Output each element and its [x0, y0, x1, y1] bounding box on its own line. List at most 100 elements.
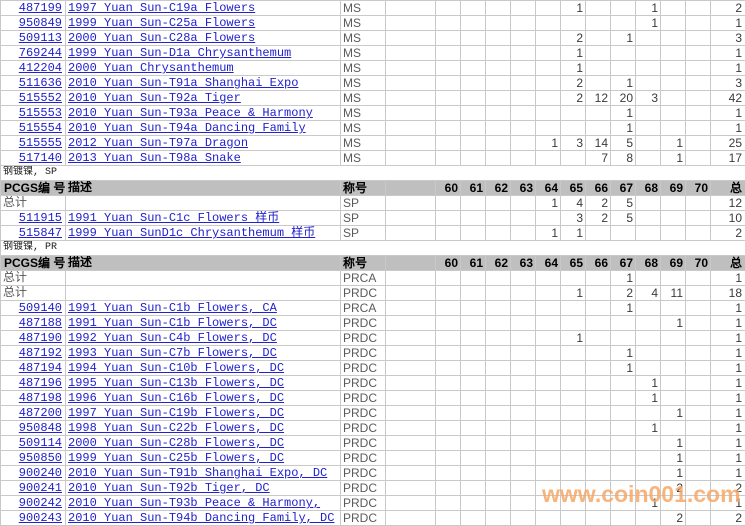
pcgs-id-link[interactable]: 517140 — [18, 151, 62, 165]
pcgs-id-link[interactable]: 487196 — [18, 376, 62, 390]
description-link[interactable]: 2010 Yuan Sun-T93a Peace & Harmony — [68, 106, 313, 120]
grade-cell-61 — [460, 210, 486, 226]
pcgs-id-link[interactable]: 509114 — [18, 436, 62, 450]
pcgs-id-link[interactable]: 900243 — [18, 511, 62, 525]
description-link[interactable]: 2000 Yuan Sun-C28b Flowers, DC — [68, 436, 285, 450]
spacer-cell — [385, 30, 436, 46]
grade-cell-67 — [610, 495, 636, 511]
grade-cell-61 — [460, 420, 486, 436]
grade-cell-68 — [635, 30, 661, 46]
pcgs-id-link[interactable]: 487199 — [18, 1, 62, 15]
grade-cell-60 — [435, 120, 461, 136]
grade-cell-65 — [560, 120, 586, 136]
pcgs-id-link[interactable]: 487192 — [18, 346, 62, 360]
col-header-grade-65: 65 — [560, 180, 586, 196]
spacer-cell — [385, 15, 436, 31]
pcgs-id-link[interactable]: 515552 — [18, 91, 62, 105]
description-link[interactable]: 2000 Yuan Chrysanthemum — [68, 61, 234, 75]
spacer-cell — [385, 120, 436, 136]
description-link[interactable]: 1994 Yuan Sun-C10b Flowers, DC — [68, 361, 285, 375]
pcgs-id-link[interactable]: 509113 — [18, 31, 62, 45]
description-link[interactable]: 1999 Yuan SunD1c Chrysanthemum 样币 — [68, 226, 316, 240]
pcgs-id-link[interactable]: 515847 — [18, 226, 62, 240]
pcgs-id-link[interactable]: 487198 — [18, 391, 62, 405]
grade-cell-65 — [560, 510, 586, 526]
description-link[interactable]: 1992 Yuan Sun-C4b Flowers, DC — [68, 331, 277, 345]
pcgs-id-link[interactable]: 769244 — [18, 46, 62, 60]
pcgs-id-link[interactable]: 487194 — [18, 361, 62, 375]
description-cell: 2000 Yuan Sun-C28a Flowers — [65, 30, 341, 46]
description-link[interactable]: 1993 Yuan Sun-C7b Flowers, DC — [68, 346, 277, 360]
grade-cell-60 — [435, 60, 461, 76]
description-link[interactable]: 1996 Yuan Sun-C16b Flowers, DC — [68, 391, 285, 405]
description-link[interactable]: 2012 Yuan Sun-T97a Dragon — [68, 136, 249, 150]
pcgs-id-cell: 950849 — [0, 15, 66, 31]
grade-cell-66 — [585, 420, 611, 436]
grade-cell-69 — [660, 345, 686, 361]
grade-cell-60 — [435, 375, 461, 391]
description-link[interactable]: 2010 Yuan Sun-T94b Dancing Family, DC — [68, 511, 335, 525]
description-cell: 1999 Yuan SunD1c Chrysanthemum 样币 — [65, 225, 341, 241]
col-header-grade-64: 64 — [535, 255, 561, 271]
pcgs-id-link[interactable]: 900240 — [18, 466, 62, 480]
pcgs-id-link[interactable]: 950849 — [18, 16, 62, 30]
grade-cell-68 — [635, 510, 661, 526]
pcgs-id-link[interactable]: 511915 — [18, 211, 62, 225]
total-cell: 2 — [710, 510, 745, 526]
designation-cell: SP — [340, 195, 386, 211]
pcgs-id-link[interactable]: 509140 — [18, 301, 62, 315]
pcgs-id-link[interactable]: 950848 — [18, 421, 62, 435]
pcgs-id-link[interactable]: 900241 — [18, 481, 62, 495]
grand-total-label: 总计 — [0, 195, 66, 211]
description-link[interactable]: 2010 Yuan Sun-T92a Tiger — [68, 91, 241, 105]
grade-cell-66 — [585, 285, 611, 301]
pcgs-id-link[interactable]: 412204 — [18, 61, 62, 75]
grade-cell-66 — [585, 435, 611, 451]
pcgs-id-cell: 900240 — [0, 465, 66, 481]
spacer-cell — [385, 210, 436, 226]
description-link[interactable]: 1991 Yuan Sun-C1b Flowers, DC — [68, 316, 277, 330]
pcgs-id-link[interactable]: 515553 — [18, 106, 62, 120]
grade-cell-61 — [460, 360, 486, 376]
pcgs-id-link[interactable]: 487190 — [18, 331, 62, 345]
pcgs-id-link[interactable]: 900242 — [18, 496, 62, 510]
grade-cell-60 — [435, 90, 461, 106]
pcgs-id-link[interactable]: 515554 — [18, 121, 62, 135]
description-link[interactable]: 2010 Yuan Sun-T94a Dancing Family — [68, 121, 306, 135]
description-link[interactable]: 2013 Yuan Sun-T98a Snake — [68, 151, 241, 165]
description-link[interactable]: 1991 Yuan Sun-C1c Flowers 样币 — [68, 211, 280, 225]
pcgs-id-link[interactable]: 515555 — [18, 136, 62, 150]
pcgs-id-cell: 509140 — [0, 300, 66, 316]
grade-cell-67: 5 — [610, 195, 636, 211]
description-link[interactable]: 1991 Yuan Sun-C1b Flowers, CA — [68, 301, 277, 315]
description-link[interactable]: 2000 Yuan Sun-C28a Flowers — [68, 31, 256, 45]
grade-cell-68 — [635, 75, 661, 91]
grade-cell-64 — [535, 420, 561, 436]
grade-cell-68 — [635, 270, 661, 286]
spacer-cell — [385, 75, 436, 91]
description-link[interactable]: 2010 Yuan Sun-T93b Peace & Harmony, — [68, 496, 321, 510]
description-link[interactable]: 1999 Yuan Sun-C25a Flowers — [68, 16, 256, 30]
description-link[interactable]: 2010 Yuan Sun-T91a Shanghai Expo — [68, 76, 299, 90]
pcgs-id-link[interactable]: 511636 — [18, 76, 62, 90]
designation-cell: PRDC — [340, 465, 386, 481]
description-link[interactable]: 1995 Yuan Sun-C13b Flowers, DC — [68, 376, 285, 390]
total-cell: 1 — [710, 345, 745, 361]
description-link[interactable]: 2010 Yuan Sun-T92b Tiger, DC — [68, 481, 270, 495]
grade-cell-62 — [485, 435, 511, 451]
description-link[interactable]: 1998 Yuan Sun-C22b Flowers, DC — [68, 421, 285, 435]
description-link[interactable]: 1997 Yuan Sun-C19b Flowers, DC — [68, 406, 285, 420]
description-link[interactable]: 2010 Yuan Sun-T91b Shanghai Expo, DC — [68, 466, 328, 480]
pcgs-id-cell: 487198 — [0, 390, 66, 406]
grade-cell-68 — [635, 195, 661, 211]
description-link[interactable]: 1999 Yuan Sun-C25b Flowers, DC — [68, 451, 285, 465]
col-header-grade-65: 65 — [560, 255, 586, 271]
pcgs-id-link[interactable]: 487188 — [18, 316, 62, 330]
description-link[interactable]: 1997 Yuan Sun-C19a Flowers — [68, 1, 256, 15]
description-link[interactable]: 1999 Yuan Sun-D1a Chrysanthemum — [68, 46, 292, 60]
designation-cell: PRDC — [340, 480, 386, 496]
total-cell: 1 — [710, 120, 745, 136]
pcgs-id-link[interactable]: 487200 — [18, 406, 62, 420]
pcgs-id-link[interactable]: 950850 — [18, 451, 62, 465]
grade-cell-70 — [685, 150, 711, 166]
